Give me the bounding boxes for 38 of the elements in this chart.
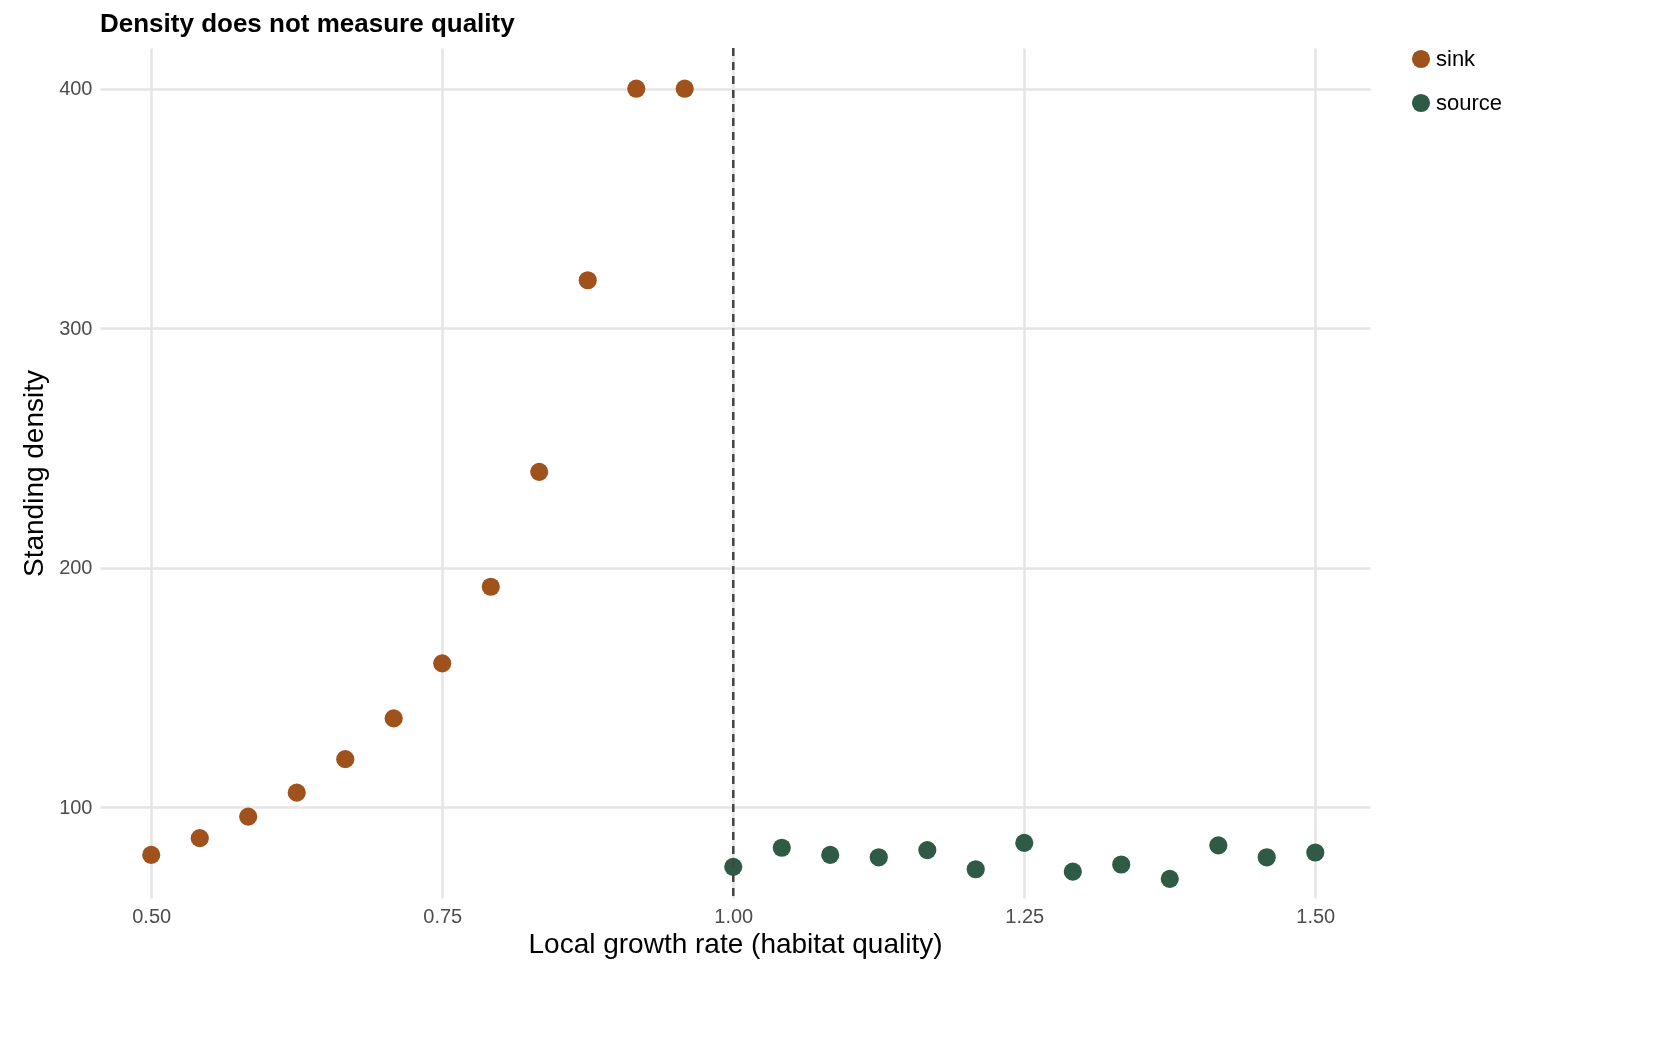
point	[1257, 848, 1276, 867]
point	[1209, 836, 1228, 855]
x-tick-label: 0.50	[132, 904, 172, 927]
point	[1015, 833, 1034, 852]
y-tick-label: 100	[59, 795, 93, 818]
point	[627, 79, 646, 98]
x-tick-label: 1.00	[714, 904, 754, 927]
point	[190, 829, 209, 848]
y-tick-label: 300	[59, 316, 93, 339]
point	[1160, 869, 1179, 888]
point	[1063, 862, 1082, 881]
x-axis-title: Local growth rate (habitat quality)	[528, 927, 943, 959]
point	[578, 271, 597, 290]
point	[772, 838, 791, 857]
point	[336, 750, 355, 769]
point	[530, 462, 549, 481]
legend-label: sink	[1436, 46, 1477, 71]
y-tick-label: 200	[59, 556, 93, 579]
point	[142, 845, 161, 864]
chart-title: Density does not measure quality	[100, 7, 516, 38]
point	[918, 841, 937, 860]
point	[287, 783, 306, 802]
x-tick-label: 1.25	[1005, 904, 1045, 927]
point	[384, 709, 403, 728]
y-axis-title: Standing density	[18, 369, 50, 578]
point	[239, 807, 258, 826]
x-tick-label: 1.50	[1296, 904, 1336, 927]
legend-label: source	[1436, 90, 1503, 115]
y-tick-label: 400	[59, 77, 93, 100]
point	[966, 860, 985, 879]
point	[1112, 855, 1131, 874]
point	[481, 577, 500, 596]
point	[821, 845, 840, 864]
point	[1306, 843, 1325, 862]
point	[869, 848, 888, 867]
point	[433, 654, 452, 673]
point	[675, 79, 694, 98]
x-tick-label: 0.75	[423, 904, 463, 927]
